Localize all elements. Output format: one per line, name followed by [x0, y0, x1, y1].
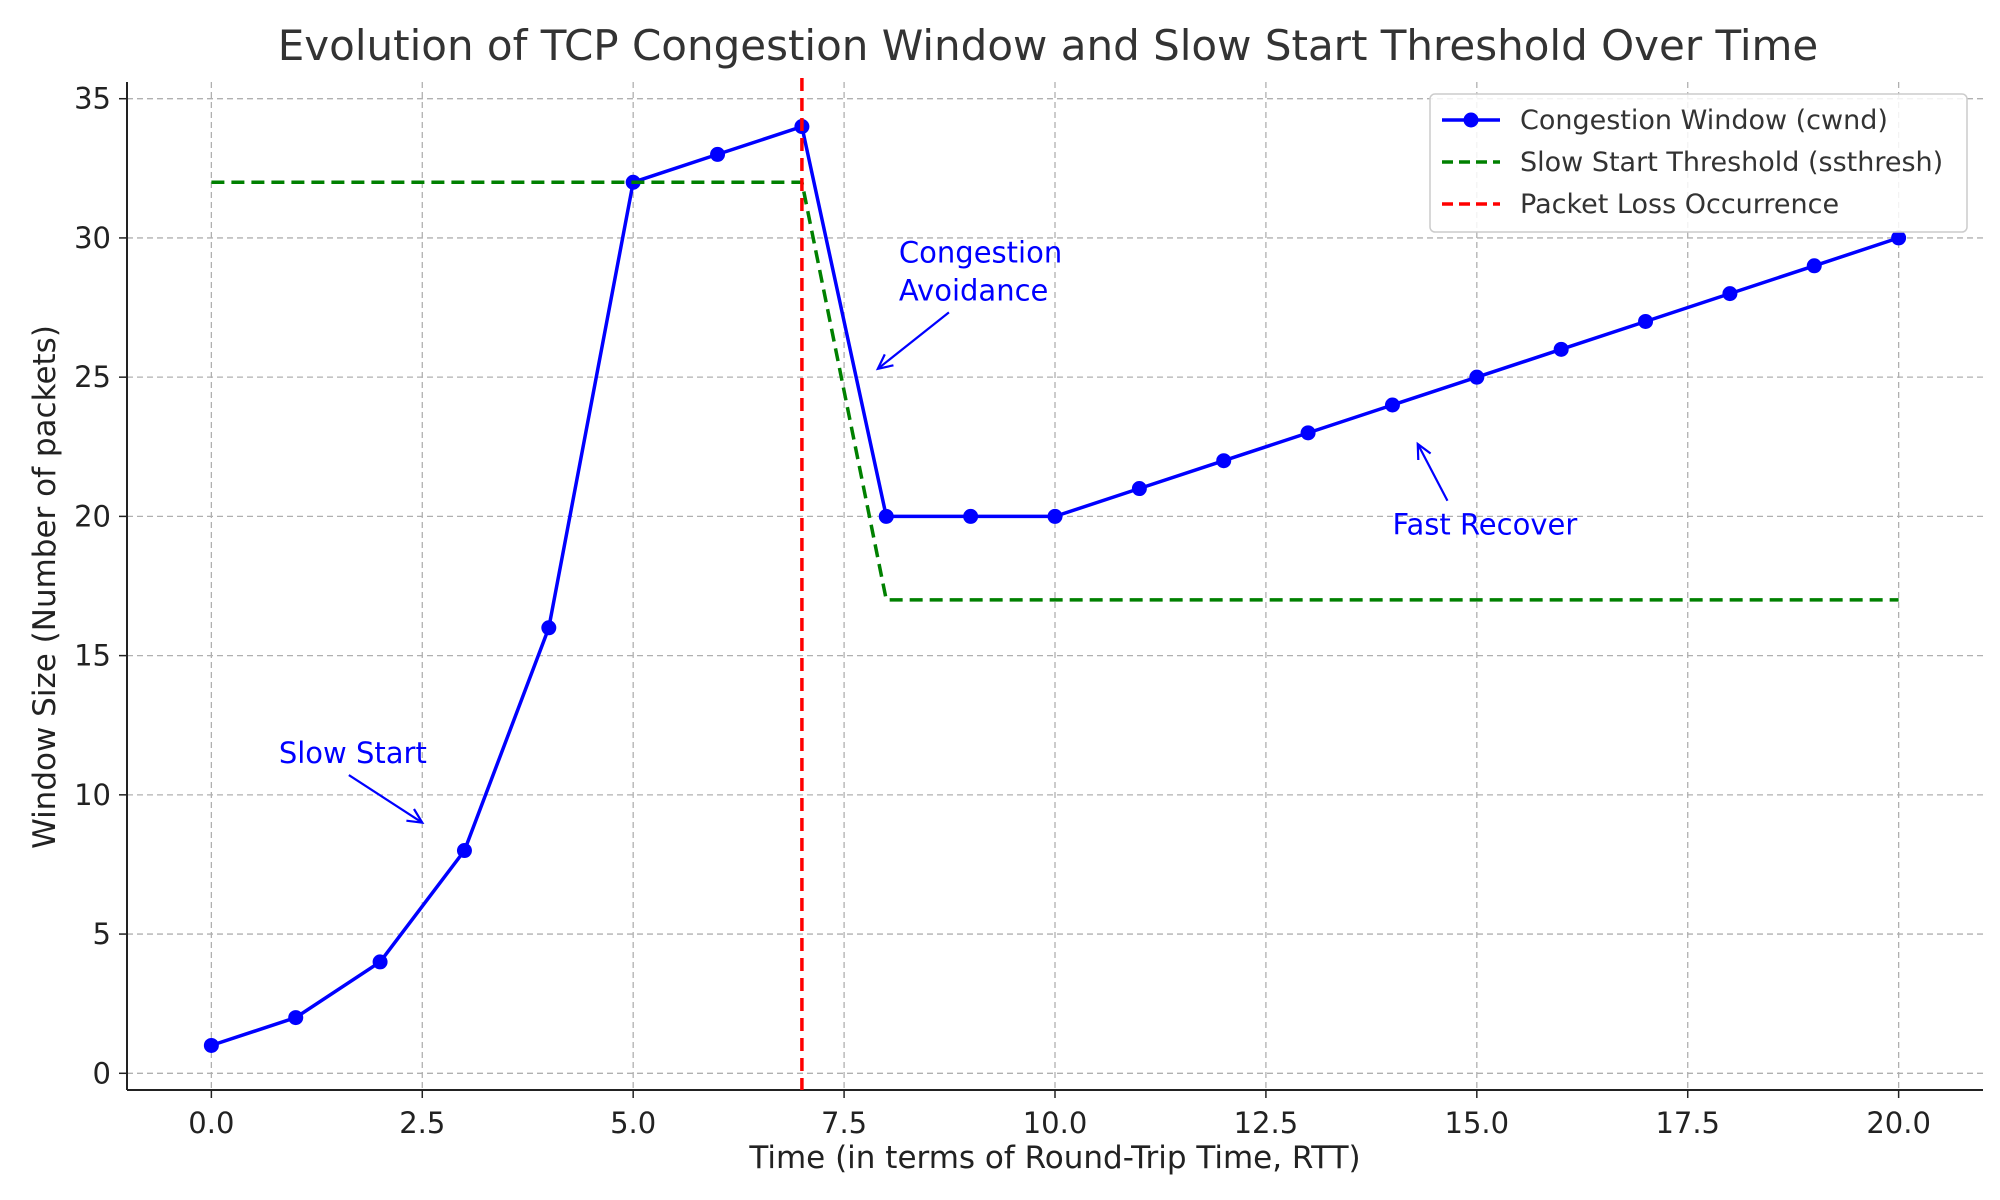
legend-marker — [1463, 112, 1479, 128]
x-axis-title: Time (in terms of Round-Trip Time, RTT) — [748, 1140, 1360, 1176]
x-tick-label: 17.5 — [1655, 1106, 1720, 1140]
cwnd-point — [963, 508, 979, 524]
x-tick-label: 7.5 — [821, 1106, 867, 1140]
annotation-arrow — [348, 774, 423, 824]
annotation-arrowhead — [875, 353, 894, 371]
x-tick-label: 10.0 — [1023, 1106, 1088, 1140]
x-tick-label: 20.0 — [1866, 1106, 1931, 1140]
x-tick-label: 5.0 — [610, 1106, 656, 1140]
y-tick-label: 35 — [74, 82, 111, 116]
x-tick-label: 2.5 — [399, 1106, 445, 1140]
series-layer — [203, 78, 1907, 1090]
cwnd-point — [541, 620, 557, 636]
annotation-line: Congestion — [899, 235, 1062, 269]
annotation-line: Slow Start — [279, 736, 427, 770]
cwnd-point — [878, 508, 894, 524]
cwnd-point — [1300, 425, 1316, 441]
cwnd-point — [288, 1010, 304, 1026]
cwnd-point — [1638, 313, 1654, 329]
y-axis-title: Window Size (Number of packets) — [27, 325, 63, 849]
y-tick-label: 10 — [74, 778, 111, 812]
y-tick-label: 5 — [93, 917, 111, 951]
chart-title: Evolution of TCP Congestion Window and S… — [278, 21, 1819, 70]
y-tick-label: 25 — [74, 360, 111, 394]
legend-entry[interactable]: Congestion Window (cwnd) — [1520, 105, 1888, 136]
cwnd-point — [1469, 369, 1485, 385]
y-tick-label: 15 — [74, 639, 111, 673]
y-tick-label: 0 — [93, 1056, 111, 1090]
annotation-line: Fast Recover — [1392, 508, 1577, 542]
cwnd-point — [1806, 258, 1822, 274]
legend-box — [1429, 93, 1968, 233]
cwnd-point — [203, 1037, 219, 1053]
legend-entry[interactable]: Slow Start Threshold (ssthresh) — [1520, 147, 1943, 178]
y-tick-label: 30 — [74, 221, 111, 255]
axes — [119, 82, 1983, 1098]
y-tick-label: 20 — [74, 499, 111, 533]
annotation-arrowhead — [1416, 441, 1432, 461]
annotations: Slow Start Congestion Avoidance Fast Recove… — [279, 235, 1577, 825]
x-tick-label: 12.5 — [1234, 1106, 1299, 1140]
cwnd-point — [372, 954, 388, 970]
annotation-text: Slow Start — [279, 736, 427, 770]
legend[interactable]: Congestion Window (cwnd) Slow Start Thres… — [1429, 93, 1968, 233]
tick-labels: 0.0 2.5 5.0 7.5 10.0 12.5 15.0 17.5 20.0 0 5 10 15 20… — [74, 82, 1931, 1140]
annotation-text: Fast Recover — [1392, 508, 1577, 542]
annotation-arrow — [1416, 443, 1449, 502]
grid-lines — [127, 82, 1983, 1090]
cwnd-point — [1553, 341, 1569, 357]
annotation-arrow — [877, 311, 950, 370]
cwnd-point — [1047, 508, 1063, 524]
cwnd-point — [456, 843, 472, 859]
x-tick-label: 15.0 — [1445, 1106, 1510, 1140]
cwnd-point — [1384, 397, 1400, 413]
cwnd-point — [1131, 481, 1147, 497]
legend-entry[interactable]: Packet Loss Occurrence — [1520, 189, 1839, 220]
annotation-text: Congestion Avoidance — [899, 235, 1062, 307]
cwnd-point — [1722, 286, 1738, 302]
cwnd-point — [1216, 453, 1232, 469]
ssthresh-line — [211, 180, 1899, 602]
annotation-arrowhead — [406, 808, 425, 825]
cwnd-point — [1891, 230, 1907, 246]
annotation-line: Avoidance — [899, 273, 1048, 307]
cwnd-point — [710, 146, 726, 162]
x-tick-label: 0.0 — [188, 1106, 234, 1140]
